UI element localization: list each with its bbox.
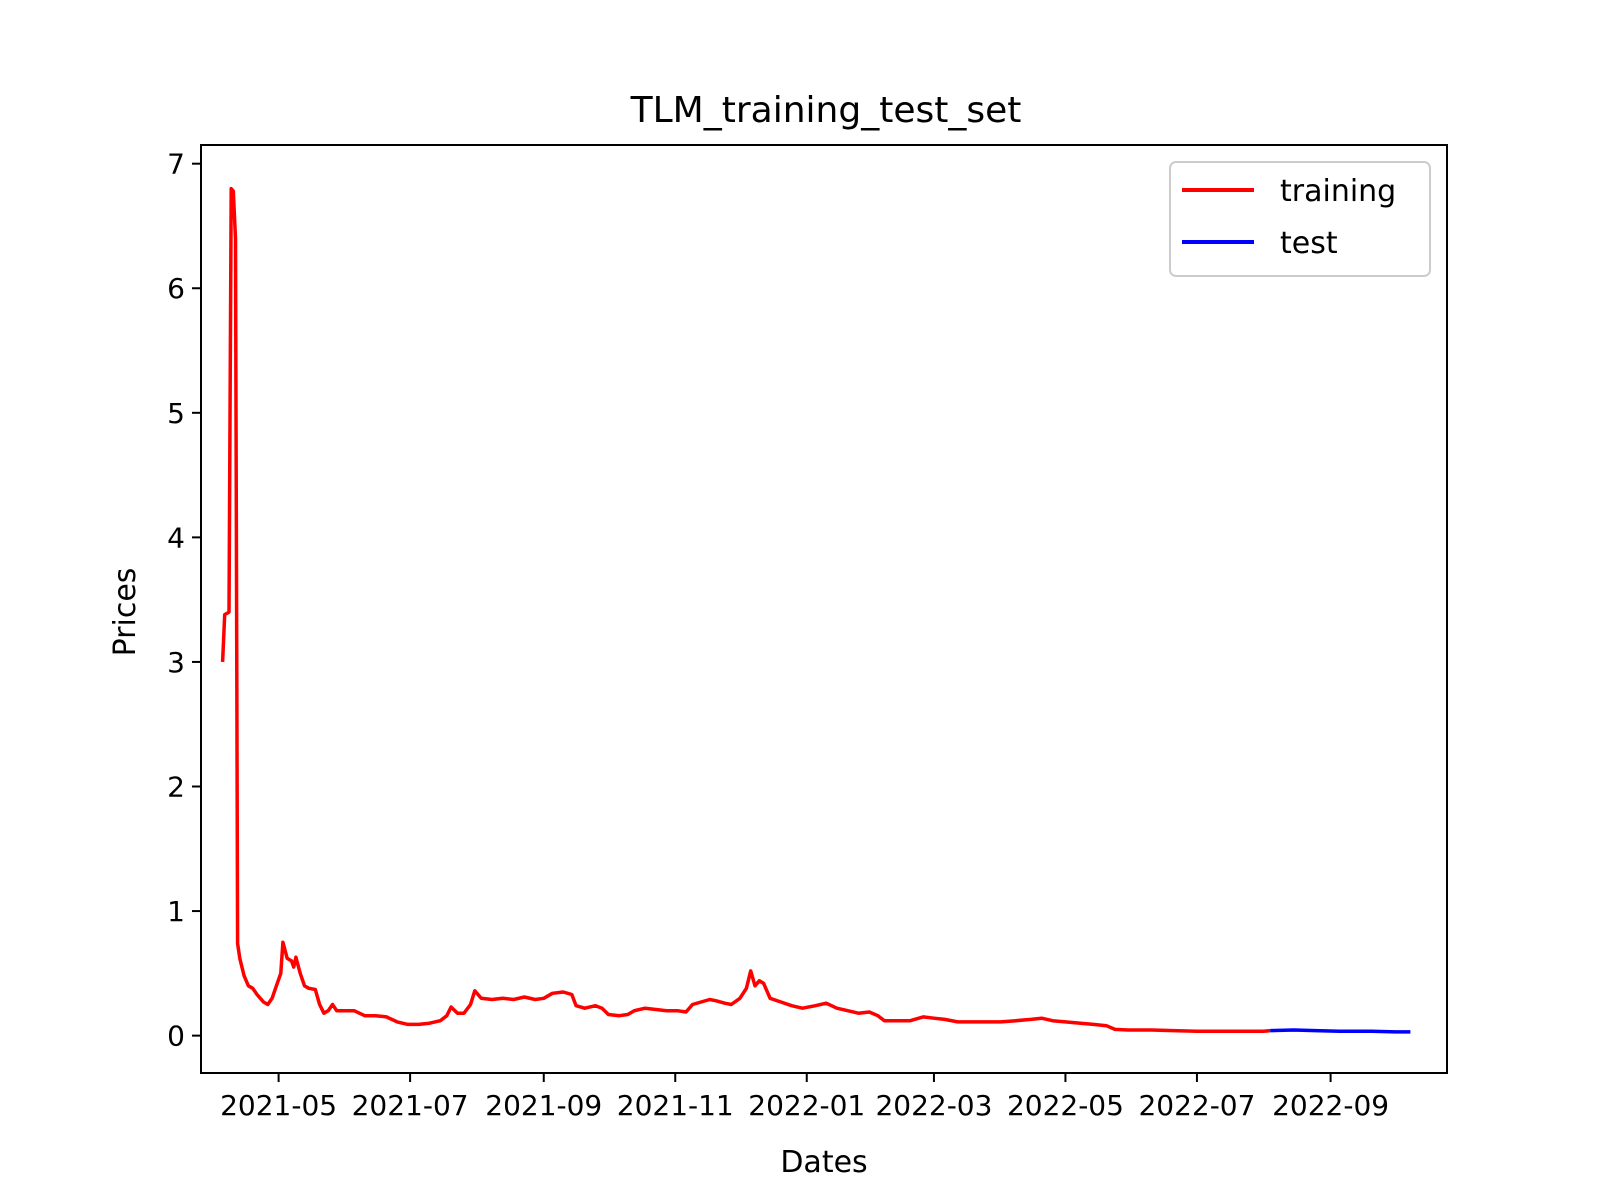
x-tick-label: 2022-03 <box>875 1089 992 1122</box>
series-line-test <box>1270 1028 1411 1034</box>
x-tick-label: 2021-07 <box>352 1089 469 1122</box>
x-tick-label: 2022-09 <box>1272 1089 1389 1122</box>
x-tick-label: 2022-01 <box>748 1089 865 1122</box>
plot-lines <box>220 186 1411 1034</box>
y-tick-label: 3 <box>167 646 185 679</box>
x-tick-label: 2021-09 <box>485 1089 602 1122</box>
y-axis-ticks: 0 1 2 3 4 5 6 7 <box>167 148 201 1053</box>
y-tick-label: 5 <box>167 397 185 430</box>
x-tick-label: 2021-11 <box>617 1089 734 1122</box>
legend: training test <box>1169 161 1431 277</box>
legend-label-test: test <box>1280 226 1338 261</box>
x-tick-label: 2021-05 <box>220 1089 337 1122</box>
y-tick-label: 7 <box>167 148 185 181</box>
y-axis-title: Prices <box>108 568 143 657</box>
y-tick-label: 0 <box>167 1020 185 1053</box>
x-axis-ticks: 2021-05 2021-07 2021-09 2021-11 2022-01 2022-… <box>220 1073 1389 1122</box>
y-tick-label: 2 <box>167 771 185 804</box>
legend-label-training: training <box>1280 174 1396 209</box>
series-line-training <box>220 186 1271 1034</box>
x-tick-label: 2022-05 <box>1007 1089 1124 1122</box>
x-tick-label: 2022-07 <box>1138 1089 1255 1122</box>
y-tick-label: 4 <box>167 521 185 554</box>
plot-frame <box>200 144 1448 1074</box>
y-tick-label: 6 <box>167 272 185 305</box>
chart-title: TLM_training_test_set <box>630 90 1022 131</box>
y-tick-label: 1 <box>167 895 185 928</box>
x-axis-title: Dates <box>780 1145 867 1180</box>
